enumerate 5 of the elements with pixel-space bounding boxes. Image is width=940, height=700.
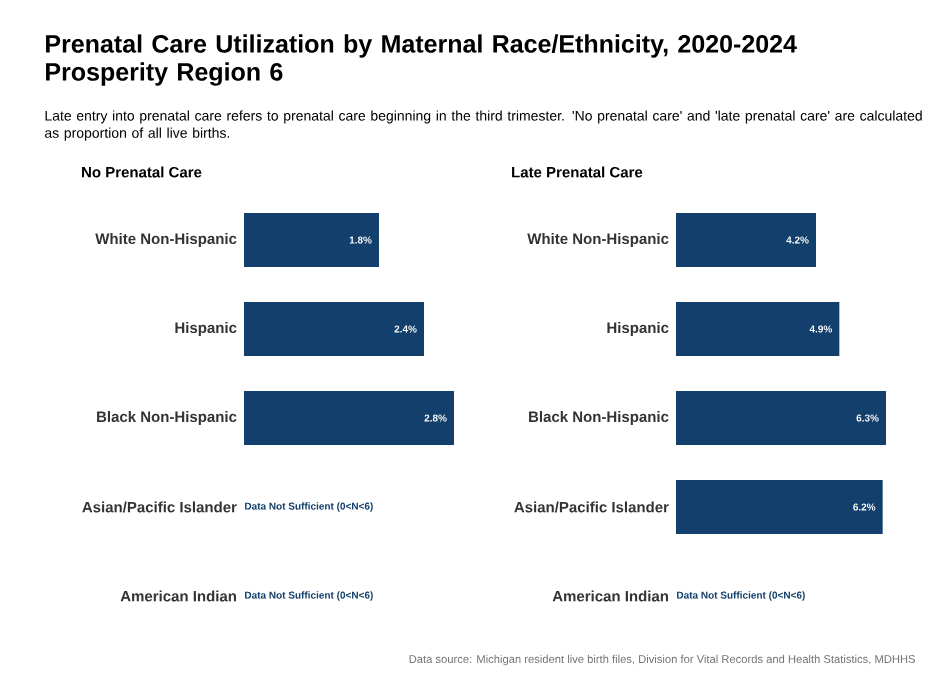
bar [676, 302, 840, 356]
bar [676, 391, 886, 446]
bar [676, 480, 883, 535]
bar [676, 213, 817, 268]
text: Prenatal Care Utilization by Maternal Race/Ethnicity, 2020-2024 Prosperity Region 6 [46, 34, 797, 86]
